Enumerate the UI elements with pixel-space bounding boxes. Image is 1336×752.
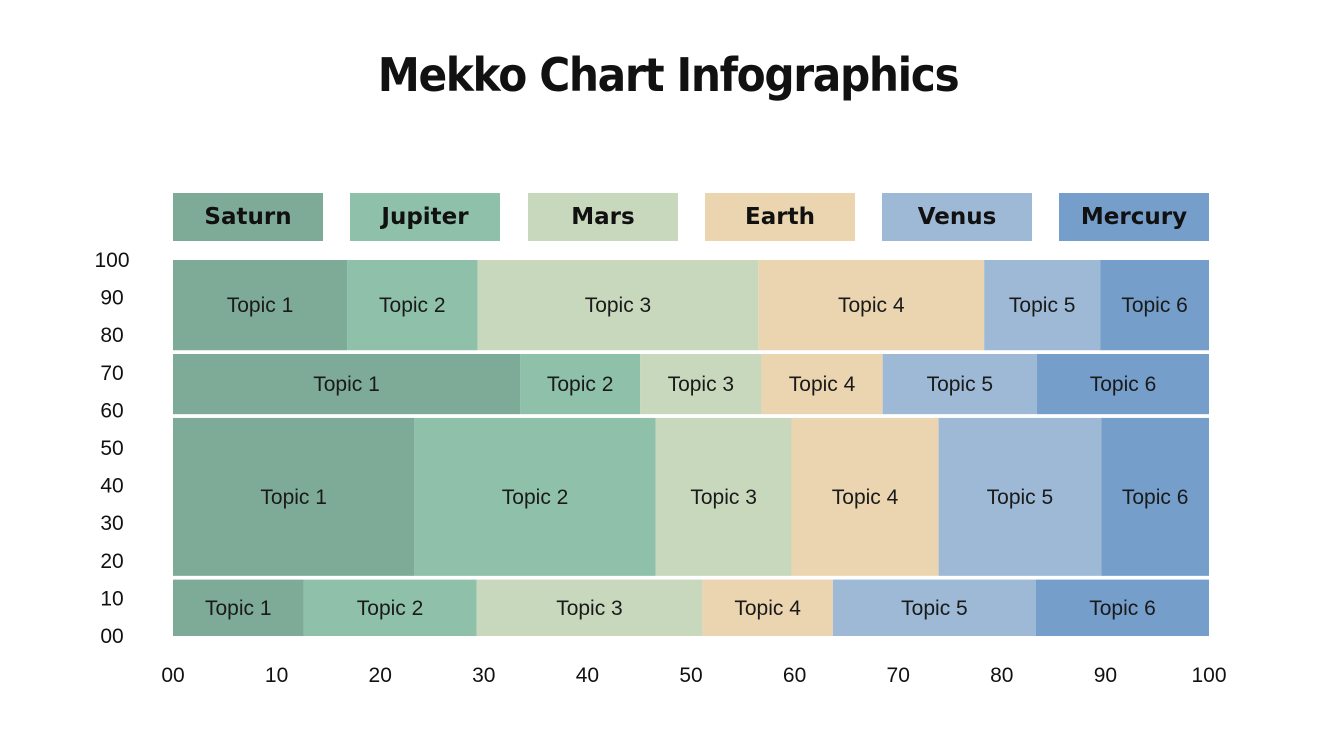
mekko-segment-row1-5 <box>832 579 1036 636</box>
mekko-segment-row1-3 <box>476 579 703 636</box>
mekko-segment-row1-2 <box>303 579 477 636</box>
x-tick-label: 30 <box>472 664 495 687</box>
segment-label: Topic 5 <box>1009 294 1076 317</box>
segment-label: Topic 3 <box>690 486 757 509</box>
mekko-segment-row1-1 <box>173 579 304 636</box>
legend-item-earth: Earth <box>705 193 855 241</box>
segment-label: Topic 5 <box>927 373 994 396</box>
mekko-segment-row3-1 <box>173 354 521 415</box>
mekko-segment-row4-4 <box>758 260 985 351</box>
y-tick-label: 10 <box>100 587 123 610</box>
y-tick-label: 50 <box>100 437 123 460</box>
y-tick-label: 40 <box>100 475 123 498</box>
y-tick-label: 70 <box>100 362 123 385</box>
segment-label: Topic 2 <box>502 486 569 509</box>
segment-label: Topic 6 <box>1121 294 1188 317</box>
segment-label: Topic 2 <box>357 597 424 620</box>
y-tick-label: 90 <box>100 287 123 310</box>
segment-label: Topic 3 <box>585 294 652 317</box>
x-tick-label: 00 <box>161 664 184 687</box>
segment-label: Topic 3 <box>556 597 623 620</box>
segment-label: Topic 1 <box>313 373 380 396</box>
segment-label: Topic 4 <box>838 294 905 317</box>
legend-item-jupiter: Jupiter <box>350 193 500 241</box>
segment-label: Topic 2 <box>547 373 614 396</box>
x-tick-label: 80 <box>990 664 1013 687</box>
mekko-segment-row4-5 <box>984 260 1101 351</box>
y-tick-label: 80 <box>100 324 123 347</box>
mekko-segment-row2-6 <box>1101 417 1209 576</box>
mekko-segment-row1-4 <box>702 579 833 636</box>
y-tick-label: 30 <box>100 512 123 535</box>
x-tick-label: 90 <box>1094 664 1117 687</box>
segment-label: Topic 6 <box>1122 486 1189 509</box>
x-tick-label: 50 <box>679 664 702 687</box>
legend-item-mars: Mars <box>528 193 678 241</box>
segment-label: Topic 1 <box>205 597 272 620</box>
mekko-segment-row4-1 <box>173 260 348 351</box>
segment-label: Topic 1 <box>260 486 327 509</box>
x-tick-label: 10 <box>265 664 288 687</box>
segment-label: Topic 1 <box>227 294 294 317</box>
mekko-segment-row2-2 <box>414 417 656 576</box>
chart-title: Mekko Chart Infographics <box>377 48 960 102</box>
mekko-segment-row2-1 <box>173 417 415 576</box>
mekko-segment-row4-3 <box>477 260 759 351</box>
mekko-segment-row1-6 <box>1035 579 1209 636</box>
x-tick-label: 70 <box>887 664 910 687</box>
mekko-segment-row2-3 <box>655 417 792 576</box>
mekko-segment-row3-5 <box>882 354 1038 415</box>
mekko-segment-row4-2 <box>347 260 478 351</box>
y-tick-label: 100 <box>94 249 129 272</box>
x-tick-label: 20 <box>369 664 392 687</box>
mekko-segment-row4-6 <box>1100 260 1209 351</box>
mekko-segment-row3-6 <box>1037 354 1209 415</box>
legend-item-venus: Venus <box>882 193 1032 241</box>
mekko-segment-row3-4 <box>761 354 883 415</box>
segment-label: Topic 6 <box>1090 373 1157 396</box>
y-tick-label: 60 <box>100 399 123 422</box>
segment-label: Topic 2 <box>379 294 446 317</box>
x-tick-label: 60 <box>783 664 806 687</box>
legend-item-mercury: Mercury <box>1059 193 1209 241</box>
segment-label: Topic 5 <box>987 486 1054 509</box>
mekko-segment-row3-3 <box>640 354 762 415</box>
segment-label: Topic 5 <box>901 597 968 620</box>
segment-label: Topic 3 <box>668 373 735 396</box>
segment-label: Topic 6 <box>1089 597 1156 620</box>
mekko-segment-row2-4 <box>791 417 939 576</box>
mekko-segment-row3-2 <box>520 354 641 415</box>
legend-item-saturn: Saturn <box>173 193 323 241</box>
y-tick-label: 20 <box>100 550 123 573</box>
segment-label: Topic 4 <box>832 486 899 509</box>
segment-label: Topic 4 <box>734 597 801 620</box>
mekko-segment-row2-5 <box>938 417 1102 576</box>
x-tick-label: 40 <box>576 664 599 687</box>
x-tick-label: 100 <box>1191 664 1226 687</box>
y-tick-label: 00 <box>100 625 123 648</box>
segment-label: Topic 4 <box>789 373 856 396</box>
